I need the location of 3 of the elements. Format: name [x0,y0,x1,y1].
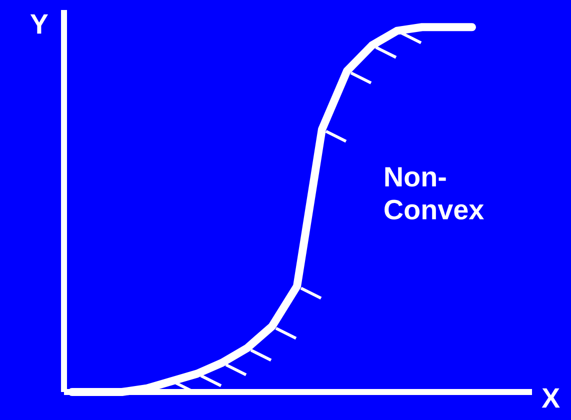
y-axis-title: Y [30,14,48,34]
annotation: Non-Convex [384,167,484,220]
x-axis-title: X [542,388,560,408]
